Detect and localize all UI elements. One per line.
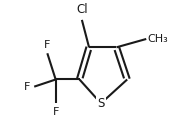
Text: S: S xyxy=(97,97,105,110)
Text: Cl: Cl xyxy=(76,3,88,16)
Text: F: F xyxy=(44,40,51,50)
Text: CH₃: CH₃ xyxy=(147,34,168,44)
Text: F: F xyxy=(52,107,59,117)
Text: F: F xyxy=(24,82,31,92)
